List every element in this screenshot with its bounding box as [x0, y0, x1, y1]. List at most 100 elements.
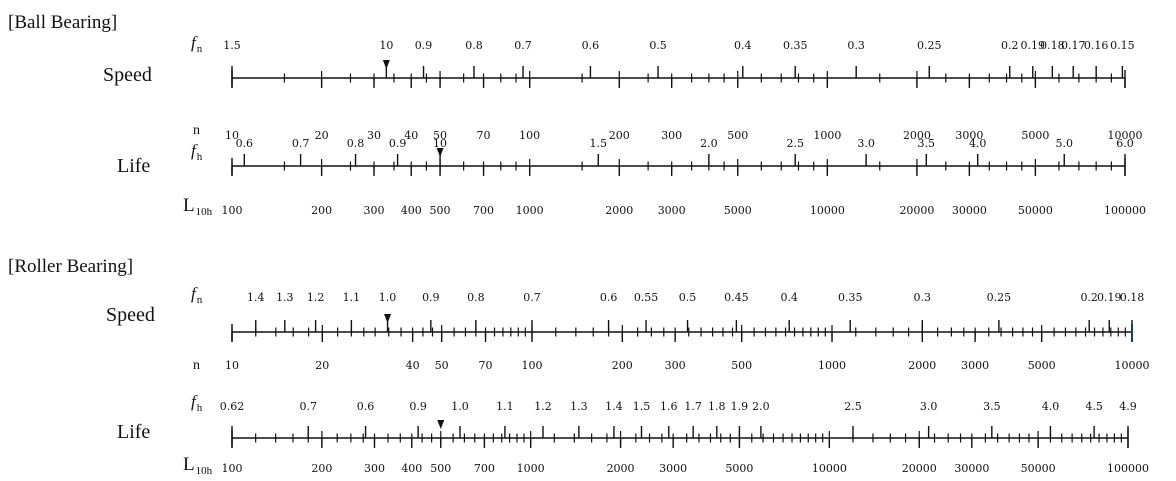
ball-life-top-tick-label: 5.0 — [1055, 137, 1073, 150]
ball-speed-top-tick-label: 0.17 — [1060, 39, 1086, 52]
roller-speed-top-tick-label: 0.25 — [986, 291, 1012, 304]
roller-speed-top-tick-label: 0.3 — [913, 291, 932, 304]
ball-speed-top-tick-label: 0.15 — [1110, 39, 1135, 52]
roller-life-top-tick-label: 1.6 — [660, 400, 678, 413]
roller-speed-top-tick-label: 0.19 — [1097, 291, 1122, 304]
roller-life-bottom-tick-label: 2000 — [606, 462, 635, 475]
roller-life-bottom-tick-label: 100000 — [1107, 462, 1149, 475]
roller-life-top-tick-label: 4.9 — [1119, 400, 1137, 413]
roller-speed-top-tick-label: 0.2 — [1080, 291, 1098, 304]
ball-speed-bottom-tick-label: 300 — [661, 129, 683, 142]
roller-speed-top-tick-label: 0.4 — [780, 291, 798, 304]
ball-life-bottom-tick-label: 200 — [311, 204, 333, 217]
ball-speed-bottom-tick-label: 50 — [433, 129, 448, 142]
ball-life-top-tick-label: 2.5 — [786, 137, 804, 150]
roller-life-top-tick-label: 2.0 — [752, 400, 770, 413]
ball-life-marker-triangle — [436, 148, 444, 157]
roller-speed-top-tick-label: 1.4 — [247, 291, 265, 304]
ball-life-top-tick-label: 4.0 — [968, 137, 987, 150]
roller-speed-bottom-tick-label: 2000 — [908, 359, 937, 372]
roller-speed-bottom-tick-label: 70 — [478, 359, 493, 372]
ball-life-top-tick-label: 0.7 — [291, 137, 310, 150]
roller-speed-top-tick-label: 0.7 — [523, 291, 541, 304]
roller-life-top-tick-label: 3.5 — [983, 400, 1001, 413]
roller-speed-bottom-tick-label: 3000 — [961, 359, 990, 372]
roller-speed-bottom-tick-label: 5000 — [1027, 359, 1056, 372]
ball-speed-bottom-tick-label: 40 — [404, 129, 419, 142]
roller-life-top-tick-label: 0.6 — [356, 400, 375, 413]
roller-speed-bottom-tick-label: 10000 — [1114, 359, 1150, 372]
roller-speed-bottom-tick-label: 20 — [315, 359, 330, 372]
roller-life-top-tick-label: 1.9 — [730, 400, 749, 413]
ball-speed-top-tick-label: 0.4 — [734, 39, 752, 52]
roller-speed-bottom-tick-label: 1000 — [818, 359, 846, 372]
ball-life-bottom-tick-label: 700 — [473, 204, 495, 217]
ball-speed-fn-symbol: fn — [191, 33, 203, 55]
ball-speed-bottom-tick-label: 100 — [519, 129, 541, 142]
ball-speed-top-tick-label: 0.7 — [514, 39, 532, 52]
roller-speed-top-tick-label: 0.35 — [837, 291, 863, 304]
roller-speed-top-tick-label: 0.5 — [678, 291, 697, 304]
ball-life-bottom-tick-label: 5000 — [723, 204, 752, 217]
roller-life-top-tick-label: 1.3 — [570, 400, 588, 413]
ball-life-top-tick-label: 0.6 — [235, 137, 254, 150]
roller-life-top-tick-label: 4.5 — [1085, 400, 1103, 413]
roller-speed-top-tick-label: 1.3 — [276, 291, 294, 304]
roller-speed-bottom-tick-label: 500 — [731, 359, 753, 372]
ball-life-bottom-tick-label: 30000 — [951, 204, 987, 217]
roller-life-bottom-tick-label: 200 — [311, 462, 333, 475]
roller-life-fh-symbol: fh — [191, 392, 203, 414]
ball-life-top-tick-label: 3.5 — [917, 137, 936, 150]
ball-bearing-title: [Ball Bearing] — [8, 12, 118, 33]
roller-life-top-tick-label: 1.5 — [632, 400, 651, 413]
ball-speed-top-tick-label: 0.19 — [1020, 39, 1046, 52]
ball-speed-bottom-tick-label: 10 — [225, 129, 239, 142]
ball-life-top-tick-label: 1.5 — [589, 137, 608, 150]
ball-speed-bottom-tick-label: 2000 — [902, 129, 931, 142]
ball-life-bottom-tick-label: 2000 — [605, 204, 634, 217]
roller-speed-bottom-tick-label: 200 — [611, 359, 633, 372]
ball-life-bottom-tick-label: 1000 — [515, 204, 544, 217]
roller-speed-top-tick-label: 0.6 — [599, 291, 618, 304]
ball-life-bottom-tick-label: 300 — [363, 204, 385, 217]
roller-life-top-tick-label: 1.0 — [451, 400, 469, 413]
ball-life-top-tick-label: 0.8 — [346, 137, 365, 150]
ball-life-fh-symbol: fh — [191, 141, 203, 163]
roller-life-bottom-tick-label: 400 — [401, 462, 423, 475]
ball-speed-top-tick-label: 0.16 — [1083, 39, 1109, 52]
ball-speed-marker-triangle — [382, 60, 390, 69]
ball-life-bottom-tick-label: 10000 — [809, 204, 845, 217]
ball-life-top-tick-label: 0.9 — [388, 137, 407, 150]
roller-life-bottom-tick-label: 700 — [473, 462, 495, 475]
roller-speed-top-tick-label: 0.18 — [1119, 291, 1145, 304]
roller-speed-bottom-tick-label: 100 — [521, 359, 543, 372]
ball-speed-top-tick-label: 0.18 — [1040, 39, 1065, 52]
roller-life-top-tick-label: 0.7 — [299, 400, 317, 413]
ball-speed-top-tick-label: 0.9 — [414, 39, 433, 52]
roller-life-top-tick-label: 3.0 — [919, 400, 938, 413]
roller-life-bottom-tick-label: 20000 — [901, 462, 937, 475]
roller-life-bottom-tick-label: 100 — [221, 462, 243, 475]
ball-life-top-tick-label: 3.0 — [857, 137, 875, 150]
ball-speed-top-tick-label: 0.3 — [847, 39, 865, 52]
ball-speed-top-tick-label: 0.8 — [465, 39, 483, 52]
roller-life-top-tick-label: 0.9 — [409, 400, 427, 413]
roller-speed-top-tick-label: 1.0 — [378, 291, 397, 304]
ball-life-bottom-tick-label: 50000 — [1017, 204, 1053, 217]
roller-life-top-tick-label: 1.4 — [605, 400, 623, 413]
ball-life-bottom-tick-label: 20000 — [899, 204, 935, 217]
ball-speed-bottom-tick-label: 500 — [727, 129, 749, 142]
roller-life-bottom-tick-label: 1000 — [516, 462, 545, 475]
ball-speed-top-tick-label: 0.2 — [1000, 39, 1019, 52]
ball-speed-top-tick-label: 0.25 — [917, 39, 942, 52]
ball-life-bottom-tick-label: 400 — [400, 204, 422, 217]
ball-life-label: Life — [117, 155, 151, 177]
roller-speed-marker-triangle — [384, 314, 392, 323]
roller-life-bottom-tick-label: 30000 — [954, 462, 990, 475]
ball-speed-bottom-tick-label: 70 — [476, 129, 491, 142]
ball-life-bottom-tick-label: 100000 — [1104, 204, 1146, 217]
ball-speed-bottom-tick-label: 20 — [314, 129, 329, 142]
ball-life-top-tick-label: 10 — [433, 137, 448, 150]
ball-speed-bottom-tick-label: 5000 — [1021, 129, 1050, 142]
